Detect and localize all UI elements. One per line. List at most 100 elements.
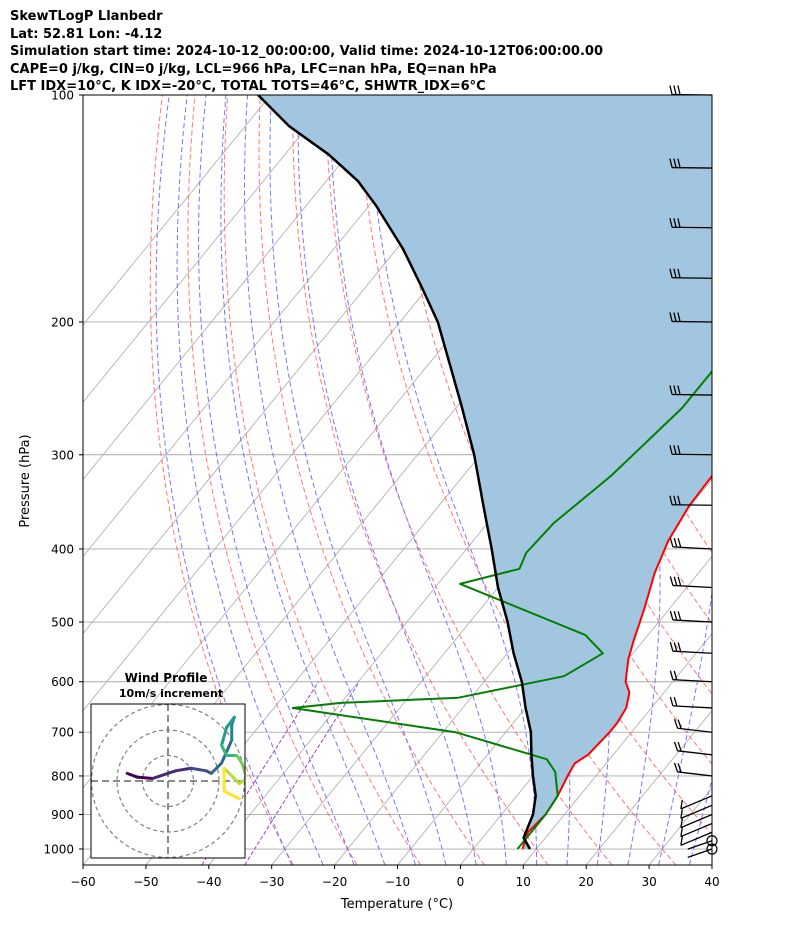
- x-tick-label: −50: [133, 875, 158, 889]
- wind-barb-flag: [673, 762, 679, 773]
- wind-barb-flag: [669, 696, 674, 707]
- x-tick-label: 40: [704, 875, 719, 889]
- moist-adiabat: [244, 95, 416, 865]
- dry-adiabat: [781, 95, 794, 865]
- y-tick-label: 100: [51, 89, 74, 103]
- wind-barb-flag: [673, 610, 678, 621]
- wind-barb-flag: [669, 385, 673, 395]
- chart-header: SkewTLogP Llanbedr Lat: 52.81 Lon: -4.12…: [10, 8, 603, 96]
- wind-barb-flag: [680, 827, 683, 837]
- hodograph-segment: [225, 715, 236, 729]
- wind-barb-flag: [673, 445, 677, 455]
- wind-barb-flag: [669, 670, 674, 680]
- wind-barb-staff: [672, 393, 713, 396]
- hodograph-segment: [220, 738, 234, 765]
- hodograph-segment: [237, 778, 245, 786]
- wind-barb-staff: [672, 705, 713, 709]
- x-tick-label: −20: [322, 875, 347, 889]
- wind-barb-staff: [672, 546, 713, 550]
- moist-adiabat: [720, 95, 794, 865]
- wind-barb-staff: [677, 727, 713, 733]
- wind-barb-flag: [669, 495, 673, 505]
- x-tick-label: 30: [641, 875, 656, 889]
- x-tick-label: 10: [516, 875, 531, 889]
- hodograph-segment: [151, 769, 178, 780]
- y-tick-label: 600: [51, 675, 74, 689]
- x-tick-label: −40: [196, 875, 221, 889]
- hodograph-frame: [90, 703, 246, 859]
- x-tick-label: −30: [259, 875, 284, 889]
- wind-barb-staff: [680, 831, 713, 846]
- moist-adiabat: [297, 95, 477, 865]
- wind-barb-staff: [680, 795, 713, 810]
- moist-adiabat: [329, 95, 507, 865]
- wind-barb-flag: [673, 218, 677, 228]
- y-tick-label: 800: [51, 769, 74, 783]
- wind-barb-flag: [673, 537, 678, 548]
- wind-barb-staff: [680, 822, 713, 838]
- hodograph-subtitle: 10m/s increment: [119, 687, 223, 700]
- wind-barb-flag: [673, 696, 678, 707]
- y-tick-label: 500: [51, 616, 74, 630]
- y-tick-label: 900: [51, 808, 74, 822]
- wind-barb-flag: [673, 312, 677, 322]
- isotherm-line: [585, 710, 712, 865]
- y-tick-label: 300: [51, 448, 74, 462]
- moist-adiabat: [269, 95, 447, 865]
- stability-indices-2: LFT IDX=10°C, K IDX=-20°C, TOTAL TOTS=46…: [10, 79, 486, 94]
- y-axis-label: Pressure (hPa): [18, 434, 33, 527]
- wind-barb-flag: [669, 641, 674, 652]
- wind-barb-flag: [677, 445, 681, 455]
- hodograph-segment: [222, 766, 241, 786]
- wind-barb-flag: [680, 818, 683, 828]
- x-tick-label: 20: [579, 875, 594, 889]
- wind-barb-flag: [677, 763, 682, 773]
- hodograph-title: Wind Profile: [125, 671, 208, 685]
- wind-barb-flag: [680, 836, 683, 846]
- dry-adiabat: [455, 95, 712, 695]
- moist-adiabat: [220, 95, 386, 865]
- hodograph-segment: [220, 743, 229, 757]
- isotherm-line: [83, 95, 397, 480]
- wind-barb-flag: [669, 610, 674, 621]
- dry-adiabat: [187, 95, 358, 865]
- isotherm-line: [83, 95, 271, 326]
- wind-barb-flag: [669, 445, 673, 455]
- wind-barb-flag: [673, 576, 678, 586]
- dry-adiabat: [149, 95, 294, 865]
- wind-barb-flag: [673, 741, 679, 752]
- moist-adiabat: [176, 95, 324, 865]
- wind-barb-flag: [677, 218, 681, 228]
- wind-barb-staff: [672, 650, 713, 654]
- wind-barb-staff: [677, 750, 713, 756]
- hodograph-segment: [235, 754, 244, 765]
- dry-adiabat: [223, 95, 422, 865]
- sounding-lines: [257, 95, 712, 850]
- wind-barb-flag: [669, 218, 673, 228]
- wind-barb-flag: [673, 495, 677, 505]
- cin-area: [258, 95, 712, 849]
- x-tick-label: −10: [385, 875, 410, 889]
- moist-adiabat: [198, 95, 355, 865]
- wind-barb-staff: [672, 504, 713, 506]
- wind-barb-staff: [680, 813, 713, 829]
- moist-adiabat: [155, 95, 293, 865]
- y-tick-label: 1000: [43, 843, 74, 857]
- parcel-profile: [257, 95, 537, 850]
- y-tick-label: 700: [51, 726, 74, 740]
- wind-barb-flag: [680, 809, 683, 819]
- simulation-times: Simulation start time: 2024-10-12_00:00:…: [10, 44, 603, 59]
- mixing-ratio-line: [201, 681, 320, 865]
- isotherm-line: [83, 95, 460, 558]
- wind-barb-flag: [677, 268, 681, 278]
- wind-barb-flag: [669, 576, 674, 586]
- wind-barb-flag: [677, 85, 681, 95]
- x-axis-ticks: −60 −50 −40 −30 −20 −10 0 10 20 30 40: [70, 865, 720, 889]
- isotherm-line: [711, 864, 712, 865]
- wind-barb-staff: [672, 166, 713, 169]
- hodograph-segment: [209, 761, 224, 775]
- hodograph-segment: [135, 775, 155, 780]
- wind-barbs: [669, 85, 718, 859]
- dry-adiabat: [749, 95, 794, 865]
- dry-adiabat: [258, 95, 485, 865]
